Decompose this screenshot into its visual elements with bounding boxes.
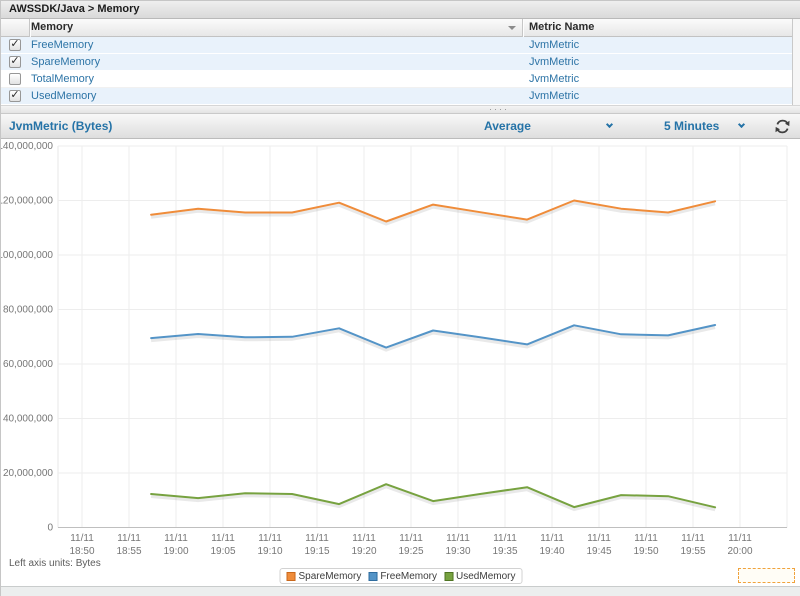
svg-text:11/11: 11/11 [70, 533, 94, 544]
svg-text:11/11: 11/11 [258, 533, 282, 544]
legend-label: FreeMemory [380, 570, 438, 582]
statistic-dropdown-label: Average [484, 119, 531, 133]
bottom-strip [1, 586, 800, 596]
table-row[interactable]: ✓ FreeMemory JvmMetric [1, 37, 800, 54]
statistic-dropdown[interactable]: Average [484, 119, 614, 133]
check-icon: ✓ [10, 55, 20, 67]
svg-text:19:45: 19:45 [586, 546, 611, 557]
svg-text:11/11: 11/11 [164, 533, 188, 544]
svg-text:11/11: 11/11 [728, 533, 752, 544]
panel-divider: ···· [1, 105, 800, 114]
checkbox[interactable]: ✓ [9, 39, 21, 51]
metric-dimension-link[interactable]: TotalMemory [31, 73, 94, 85]
svg-text:100,000,000: 100,000,000 [1, 250, 53, 261]
svg-text:20:00: 20:00 [727, 546, 752, 557]
svg-text:11/11: 11/11 [446, 533, 470, 544]
checkbox[interactable]: ✓ [9, 73, 21, 85]
metric-dimension-link[interactable]: SpareMemory [31, 56, 101, 68]
metric-name-cell: JvmMetric [529, 39, 580, 51]
chevron-down-icon [737, 120, 746, 129]
svg-text:19:10: 19:10 [257, 546, 282, 557]
svg-text:60,000,000: 60,000,000 [3, 359, 53, 370]
svg-text:20,000,000: 20,000,000 [3, 468, 53, 479]
chart-panel-header: JvmMetric (Bytes) Average 5 Minutes [1, 114, 800, 139]
metric-name-cell: JvmMetric [529, 56, 580, 68]
period-dropdown[interactable]: 5 Minutes [664, 119, 746, 133]
chart-plot-area[interactable]: 0 20,000,000 40,000,000 60,000,000 80,000,00… [1, 139, 800, 586]
chart-area: 0 20,000,000 40,000,000 60,000,000 80,000,00… [1, 139, 800, 586]
column-header-memory[interactable]: Memory [31, 21, 74, 33]
legend-item: SpareMemory [286, 570, 362, 582]
table-row[interactable]: ✓ UsedMemory JvmMetric [1, 88, 800, 105]
column-header-metric-name[interactable]: Metric Name [529, 21, 595, 33]
svg-text:19:20: 19:20 [351, 546, 376, 557]
svg-text:0: 0 [47, 523, 53, 534]
svg-text:120,000,000: 120,000,000 [1, 196, 53, 207]
checkbox[interactable]: ✓ [9, 56, 21, 68]
chart-title: JvmMetric (Bytes) [9, 119, 113, 133]
sort-chevron-icon[interactable] [508, 26, 516, 30]
check-icon: ✓ [10, 38, 20, 50]
column-separator [522, 19, 523, 37]
chevron-down-icon [605, 120, 614, 129]
panel-resize-handle[interactable]: ···· [489, 104, 509, 114]
column-separator [29, 19, 30, 37]
svg-text:19:05: 19:05 [210, 546, 235, 557]
chart-legend: SpareMemory FreeMemory UsedMemory [279, 568, 523, 584]
svg-text:11/11: 11/11 [681, 533, 705, 544]
svg-text:19:35: 19:35 [492, 546, 517, 557]
refresh-icon[interactable] [774, 118, 791, 135]
svg-text:11/11: 11/11 [634, 533, 658, 544]
metric-dimension-link[interactable]: FreeMemory [31, 39, 94, 51]
metric-name-cell: JvmMetric [529, 90, 580, 102]
svg-text:19:55: 19:55 [680, 546, 705, 557]
svg-text:19:00: 19:00 [163, 546, 188, 557]
svg-text:11/11: 11/11 [587, 533, 611, 544]
period-dropdown-label: 5 Minutes [664, 119, 720, 133]
svg-text:19:30: 19:30 [445, 546, 470, 557]
legend-swatch [286, 571, 296, 581]
legend-item: FreeMemory [368, 571, 437, 582]
svg-text:11/11: 11/11 [211, 533, 235, 544]
check-icon: ✓ [10, 89, 20, 101]
svg-text:11/11: 11/11 [399, 533, 423, 544]
svg-text:18:55: 18:55 [116, 546, 141, 557]
svg-text:11/11: 11/11 [493, 533, 517, 544]
breadcrumb: AWSSDK/Java > Memory [1, 1, 800, 19]
table-header: Memory Metric Name [1, 19, 800, 37]
svg-text:18:50: 18:50 [69, 546, 94, 557]
legend-swatch [368, 571, 378, 581]
metric-dimension-link[interactable]: UsedMemory [31, 90, 97, 102]
legend-label: SpareMemory [298, 570, 362, 582]
table-scrollbar-track[interactable] [792, 19, 800, 105]
svg-text:19:40: 19:40 [539, 546, 564, 557]
metric-name-cell: JvmMetric [529, 73, 580, 85]
legend-label: UsedMemory [456, 570, 516, 582]
chart-resize-handle[interactable] [738, 568, 795, 583]
checkbox[interactable]: ✓ [9, 90, 21, 102]
svg-text:40,000,000: 40,000,000 [3, 414, 53, 425]
svg-text:19:25: 19:25 [398, 546, 423, 557]
left-axis-units-note: Left axis units: Bytes [9, 558, 101, 569]
svg-text:11/11: 11/11 [117, 533, 141, 544]
svg-text:140,000,000: 140,000,000 [1, 141, 53, 152]
legend-item: UsedMemory [444, 571, 515, 582]
svg-text:11/11: 11/11 [352, 533, 376, 544]
legend-swatch [444, 571, 454, 581]
svg-text:11/11: 11/11 [540, 533, 564, 544]
svg-text:80,000,000: 80,000,000 [3, 305, 53, 316]
svg-text:19:50: 19:50 [633, 546, 658, 557]
metric-table: ✓ FreeMemory JvmMetric ✓ SpareMemory Jvm… [1, 37, 800, 105]
table-row[interactable]: ✓ SpareMemory JvmMetric [1, 54, 800, 71]
svg-text:11/11: 11/11 [305, 533, 329, 544]
table-row[interactable]: ✓ TotalMemory JvmMetric [1, 71, 800, 88]
svg-text:19:15: 19:15 [304, 546, 329, 557]
